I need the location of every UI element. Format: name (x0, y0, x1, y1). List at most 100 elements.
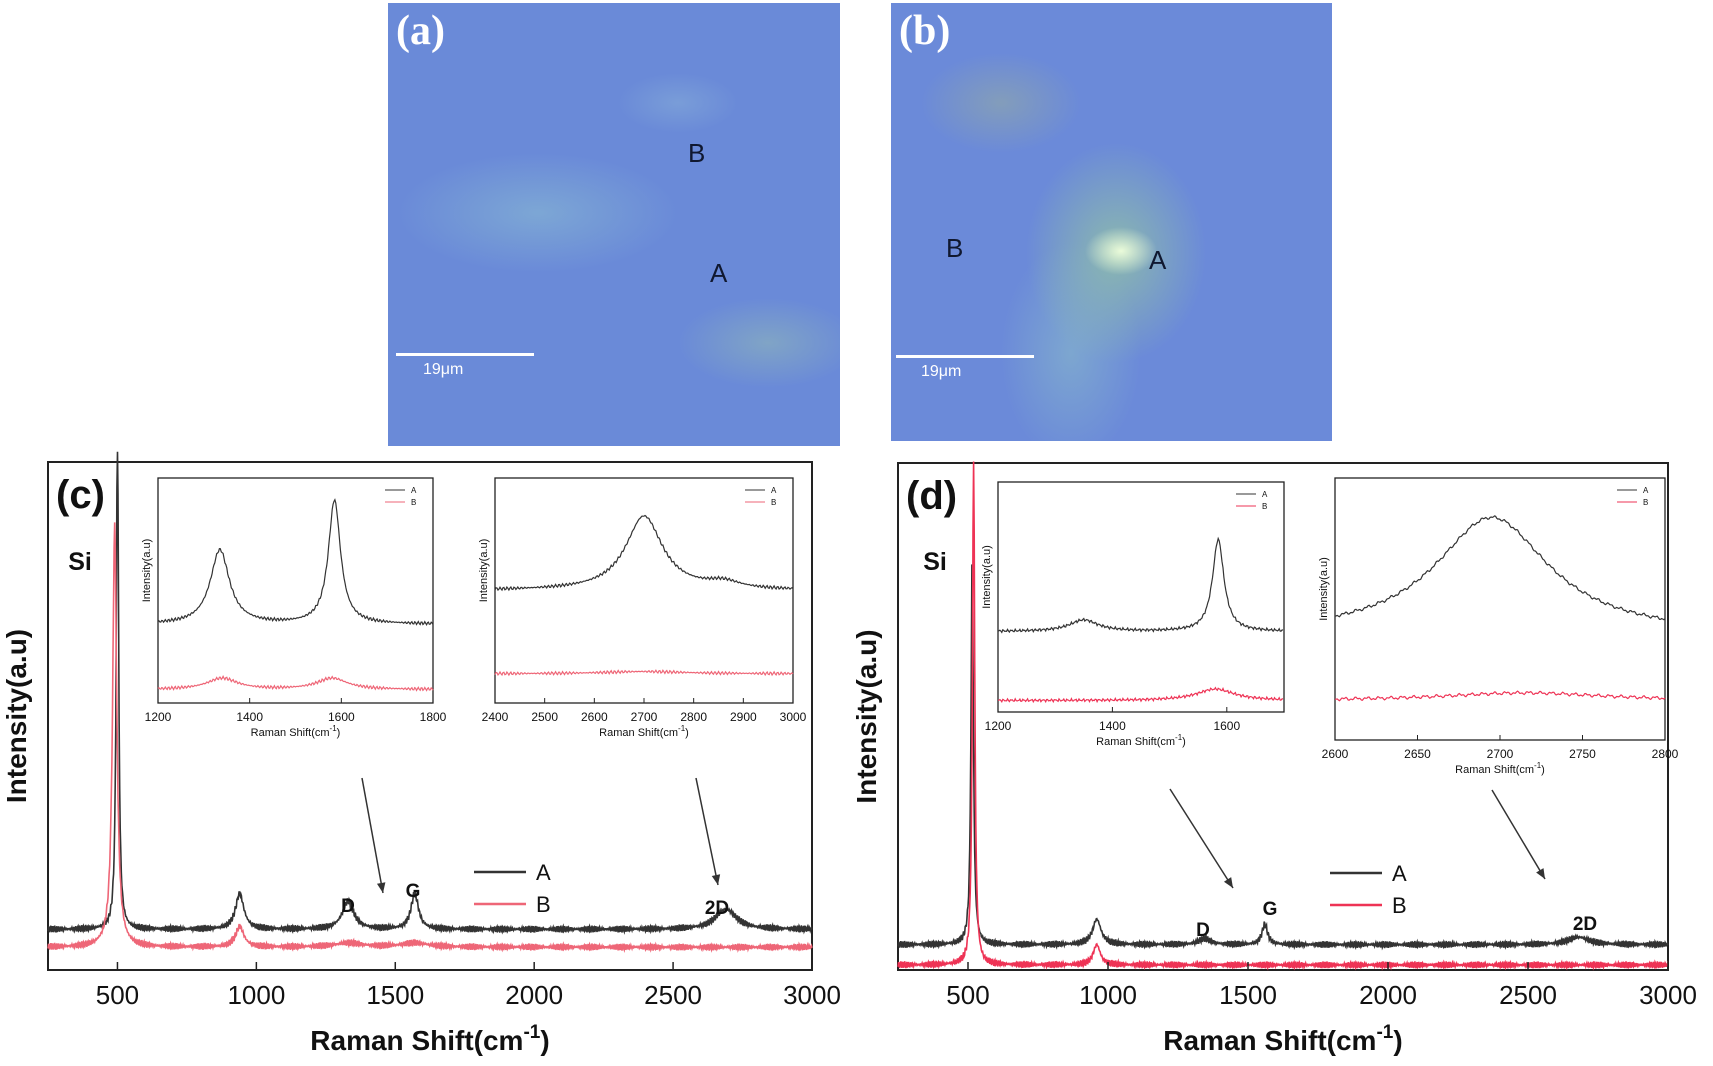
scale-bar (896, 355, 1034, 358)
annotation-si: Si (68, 548, 92, 576)
x-tick-label: 500 (946, 980, 989, 1010)
inset-legend-label-A: A (771, 486, 777, 495)
series-line-A (897, 564, 1669, 951)
inset-series-line-B (157, 675, 434, 692)
arrow-head (711, 874, 721, 885)
panel-label: (c) (56, 473, 105, 517)
x-tick-label: 2000 (505, 980, 563, 1010)
inset-series-line-A (494, 514, 794, 592)
inset-x-axis-label: Raman Shift(cm-1) (1096, 733, 1186, 748)
inset-x-tick-label: 1200 (145, 710, 172, 724)
inset-series-line-A (1334, 515, 1666, 621)
x-tick-label: 2000 (1359, 980, 1417, 1010)
x-tick-label: 3000 (783, 980, 841, 1010)
point-label-a: A (710, 258, 728, 288)
micrograph-a: (a) B A 19μm (388, 3, 840, 446)
legend-label-B: B (1392, 893, 1407, 918)
legend-label-A: A (536, 860, 551, 885)
annotation-2d: 2D (1573, 914, 1597, 935)
panel-label: (d) (906, 474, 957, 518)
legend-label-B: B (536, 892, 551, 917)
legend-label-A: A (1392, 861, 1407, 886)
inset-x-tick-label: 2400 (482, 710, 509, 724)
arrow-line (361, 777, 384, 894)
arrow-head (1536, 868, 1545, 879)
annotation-2d: 2D (705, 898, 729, 919)
inset-x-tick-label: 2800 (1652, 747, 1679, 761)
arrow-line (695, 777, 719, 886)
inset-x-axis-label: Raman Shift(cm-1) (1455, 761, 1545, 776)
inset-x-tick-label: 2700 (1487, 747, 1514, 761)
chart-panel-c: 500 1000 1500 2000 2500 3000 Raman Shift(cm-1)… (1, 451, 841, 1056)
inset-x-tick-label: 2600 (581, 710, 608, 724)
x-tick-label: 1500 (366, 980, 424, 1010)
annotation-si: Si (923, 548, 947, 576)
x-tick-label: 2500 (644, 980, 702, 1010)
series-line-B (47, 522, 813, 953)
annotation-g: G (1263, 899, 1278, 920)
inset-legend-label-B: B (411, 498, 416, 507)
point-label-b: B (688, 138, 706, 168)
inset-x-tick-label: 1800 (420, 710, 447, 724)
inset-x-tick-label: 1600 (328, 710, 355, 724)
annotation-d: D (341, 896, 355, 917)
inset-y-axis-label: Intensity(a.u) (141, 539, 153, 603)
annotation-g: G (406, 881, 421, 902)
inset-series-line-B (997, 686, 1284, 704)
scale-bar-label: 19μm (921, 363, 962, 380)
inset-chart: 1200 1400 1600 1800 Raman Shift(cm-1) Intensi… (141, 477, 447, 739)
inset-x-tick-label: 2800 (680, 710, 707, 724)
micrograph-b: (b) B A 19μm (891, 3, 1332, 441)
inset-x-tick-label: 2600 (1322, 747, 1349, 761)
inset-x-tick-label: 2900 (730, 710, 757, 724)
inset-x-tick-label: 3000 (780, 710, 807, 724)
x-tick-label: 1000 (227, 980, 285, 1010)
series-line-A (47, 451, 813, 935)
inset-series-line-A (157, 498, 434, 626)
inset-y-axis-label: Intensity(a.u) (981, 545, 993, 609)
inset-y-axis-label: Intensity(a.u) (478, 539, 490, 603)
inset-legend-label-B: B (771, 498, 776, 507)
x-tick-label: 500 (96, 980, 139, 1010)
x-axis-label: Raman Shift(cm-1) (1163, 1022, 1402, 1056)
inset-frame (494, 477, 794, 704)
inset-legend-label-A: A (1262, 490, 1268, 499)
inset-x-tick-label: 2500 (531, 710, 558, 724)
inset-chart: 1200 1400 1600 Raman Shift(cm-1) Intensity(a… (981, 481, 1285, 748)
x-tick-label: 1500 (1219, 980, 1277, 1010)
point-label-a: A (1149, 245, 1167, 275)
inset-x-tick-label: 2750 (1569, 747, 1596, 761)
scale-bar (396, 353, 534, 356)
arrow-head (1223, 877, 1233, 888)
plot-frame (897, 462, 1669, 971)
inset-series-line-B (494, 669, 794, 677)
inset-x-tick-label: 1400 (1099, 719, 1126, 733)
inset-legend-label-A: A (411, 486, 417, 495)
inset-x-tick-label: 2700 (631, 710, 658, 724)
x-tick-label: 2500 (1499, 980, 1557, 1010)
inset-frame (997, 481, 1285, 713)
inset-legend-label-B: B (1643, 498, 1648, 507)
chart-panel-d: 500 1000 1500 2000 2500 3000 Raman Shift(cm-1)… (851, 461, 1697, 1056)
inset-series-line-B (1334, 690, 1666, 702)
inset-chart: 2400 2500 2600 2700 2800 2900 3000 Raman Shift(… (478, 477, 807, 739)
inset-chart: 2600 2650 2700 2750 2800 Raman Shift(cm-1) Int… (1318, 477, 1679, 776)
inset-series-line-A (997, 536, 1284, 634)
inset-x-tick-label: 1400 (236, 710, 263, 724)
inset-x-axis-label: Raman Shift(cm-1) (599, 724, 689, 739)
arrow-line (1169, 788, 1234, 889)
inset-frame (157, 477, 434, 704)
series-line-B (897, 461, 1669, 971)
annotation-d: D (1196, 920, 1210, 941)
arrow-line (1491, 789, 1546, 880)
inset-x-tick-label: 1600 (1213, 719, 1240, 733)
inset-frame (1334, 477, 1666, 741)
inset-y-axis-label: Intensity(a.u) (1318, 557, 1330, 621)
x-tick-label: 1000 (1079, 980, 1137, 1010)
y-axis-label: Intensity(a.u) (1, 629, 32, 803)
scale-bar-label: 19μm (423, 361, 464, 378)
panel-label-b: (b) (899, 8, 951, 54)
inset-x-axis-label: Raman Shift(cm-1) (251, 724, 341, 739)
panel-label-a: (a) (396, 8, 445, 54)
